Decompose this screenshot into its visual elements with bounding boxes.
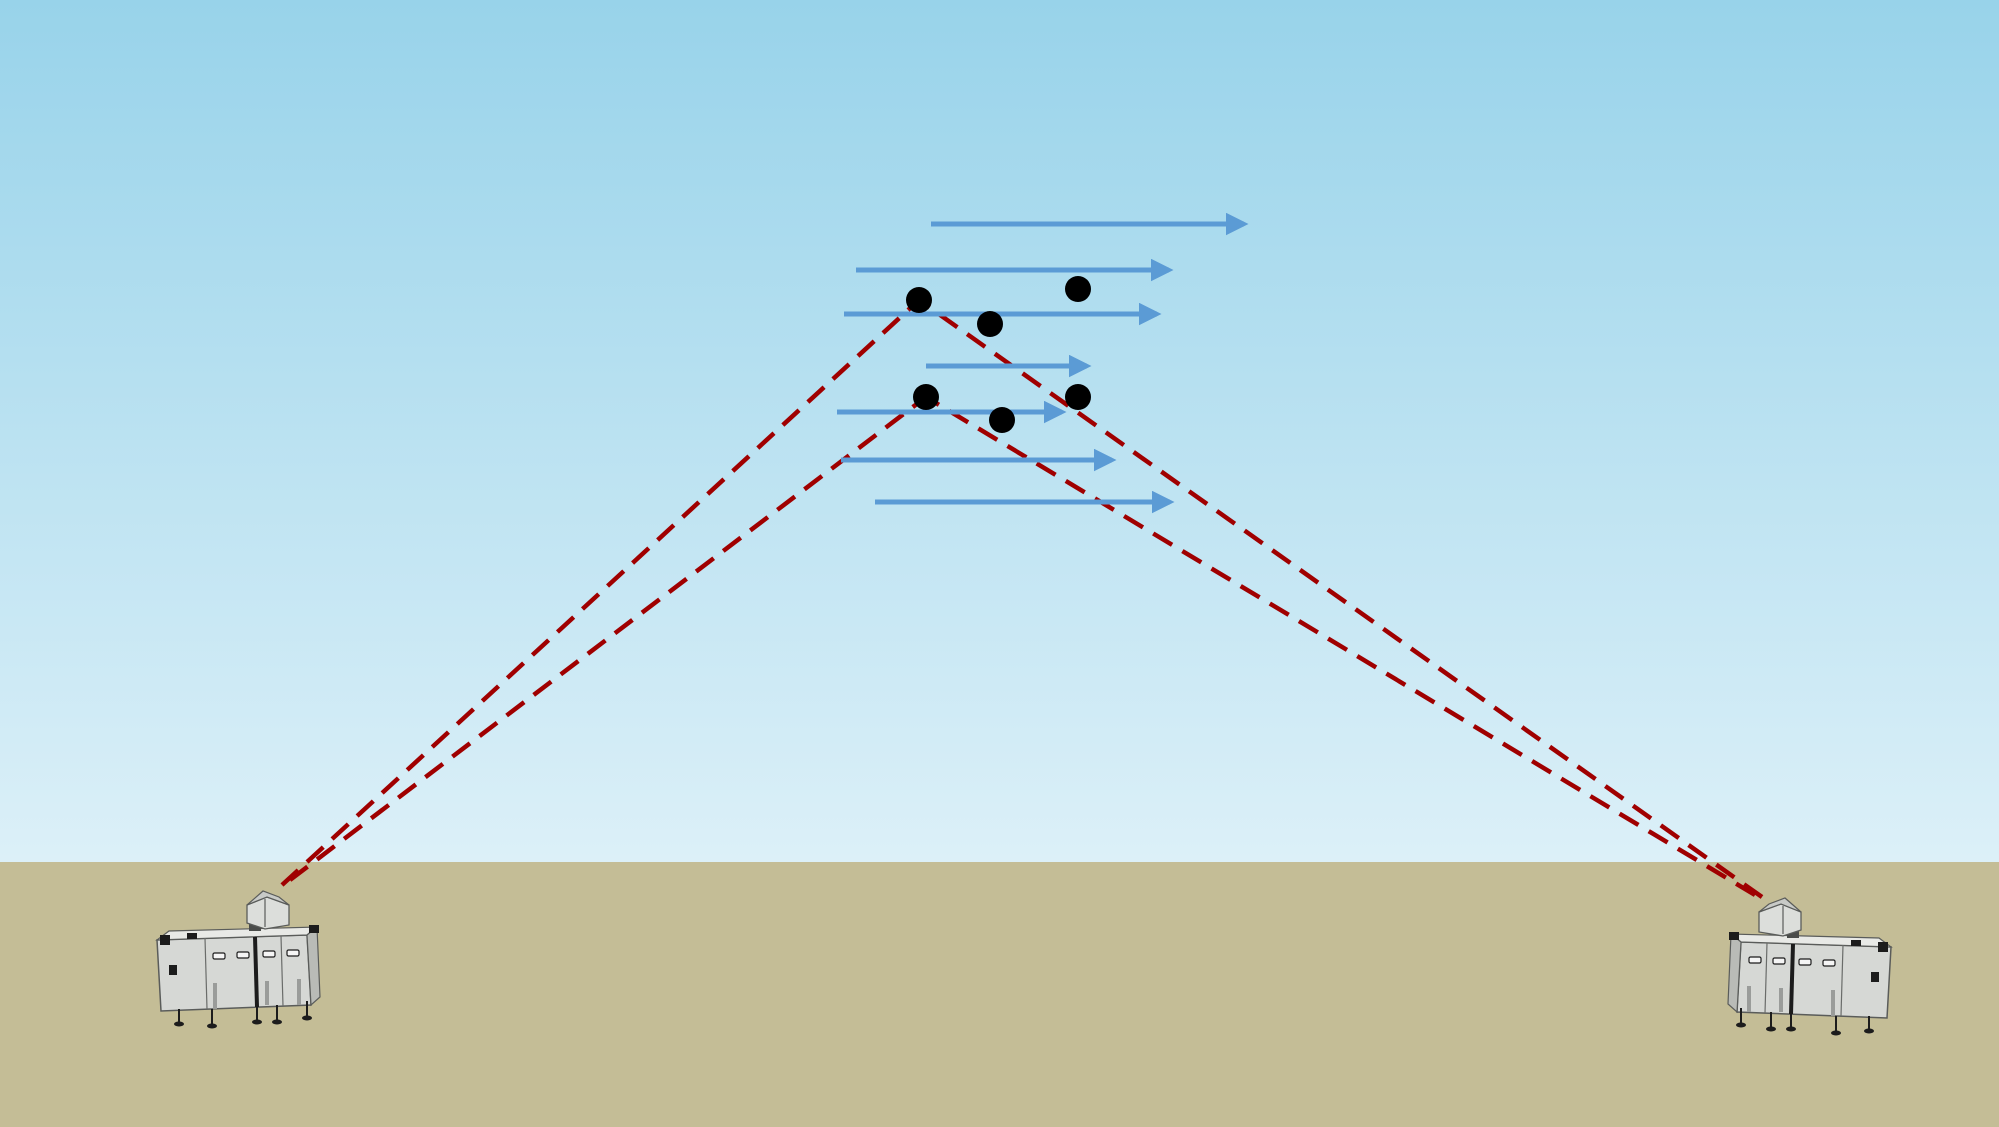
aerosol-particles [906,276,1091,433]
laser-beam-left-upper [280,298,921,887]
laser-beam-right-upper [917,298,1764,899]
particle [977,311,1003,337]
particle [1065,276,1091,302]
laser-beam-left-lower [288,395,928,882]
particle [989,407,1015,433]
particle [913,384,939,410]
laser-beam-right-lower [924,395,1757,897]
wind-arrows [837,212,1249,514]
laser-beams [280,298,1764,899]
particle [906,287,932,313]
ground [0,862,1999,1127]
particle [1065,384,1091,410]
